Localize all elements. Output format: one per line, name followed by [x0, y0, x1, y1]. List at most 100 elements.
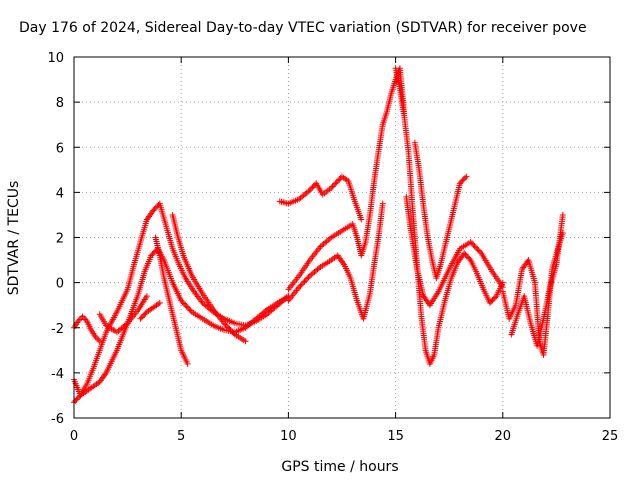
data-point-marker — [73, 396, 80, 403]
data-point-marker — [462, 251, 469, 258]
data-point-marker — [467, 239, 474, 246]
series-track-o — [508, 211, 566, 349]
data-point-marker — [242, 338, 249, 345]
data-point-marker — [471, 243, 478, 250]
y-tick-label: 6 — [56, 141, 64, 156]
chart-title: Day 176 of 2024, Sidereal Day-to-day VTE… — [19, 20, 587, 36]
data-point-marker — [458, 178, 465, 185]
data-point-marker — [180, 300, 187, 307]
data-point-marker — [490, 295, 497, 302]
data-point-marker — [462, 174, 469, 181]
data-point-marker — [358, 216, 365, 223]
data-point-marker — [150, 207, 157, 214]
data-point-marker — [149, 251, 156, 258]
data-point-marker — [179, 299, 186, 306]
y-tick-label: 8 — [56, 96, 64, 111]
y-tick-label: 2 — [56, 232, 64, 247]
data-point-marker — [333, 179, 340, 186]
data-point-marker — [332, 180, 339, 187]
series-track-l — [411, 139, 470, 282]
data-point-marker — [138, 314, 145, 321]
data-point-marker — [225, 324, 232, 331]
data-point-marker — [308, 185, 315, 192]
series-track-d — [96, 293, 150, 336]
data-point-marker — [456, 180, 463, 187]
x-tick-label: 5 — [177, 429, 185, 444]
data-point-marker — [148, 252, 155, 259]
data-point-marker — [183, 303, 190, 310]
data-point-marker — [151, 206, 158, 213]
series-track-j — [285, 200, 386, 322]
data-point-marker — [72, 397, 79, 404]
series-track-c — [71, 313, 103, 345]
data-point-marker — [329, 183, 336, 190]
y-axis-label: SDTVAR / TECUs — [6, 181, 22, 296]
data-point-marker — [184, 360, 191, 367]
data-point-marker — [475, 247, 482, 254]
y-tick-label: -4 — [51, 367, 64, 382]
y-tick-label: 10 — [47, 51, 64, 66]
x-axis-label: GPS time / hours — [281, 459, 398, 475]
data-point-marker — [227, 327, 234, 334]
data-point-marker — [226, 325, 233, 332]
data-point-marker — [489, 297, 496, 304]
y-tick-label: 4 — [56, 186, 64, 201]
series-track-h — [276, 173, 365, 223]
data-point-marker — [309, 184, 316, 191]
data-point-marker — [152, 204, 159, 211]
data-point-marker — [296, 284, 303, 291]
data-point-marker — [301, 278, 308, 285]
data-point-marker — [150, 249, 157, 256]
series-track-e — [152, 234, 191, 367]
data-point-marker — [492, 294, 499, 301]
y-tick-label: -6 — [51, 412, 64, 427]
data-point-marker — [76, 393, 83, 400]
data-point-marker — [305, 274, 312, 281]
data-point-marker — [328, 184, 335, 191]
data-point-marker — [330, 182, 337, 189]
data-point-marker — [304, 275, 311, 282]
y-tick-label: 0 — [56, 277, 64, 292]
data-point-marker — [298, 281, 305, 288]
data-point-marker — [466, 255, 473, 262]
data-point-marker — [143, 293, 150, 300]
data-point-marker — [306, 187, 313, 194]
data-point-marker — [74, 395, 81, 402]
x-tick-label: 20 — [495, 429, 512, 444]
series-track-i — [285, 65, 408, 293]
data-point-marker — [230, 330, 237, 337]
data-point-marker — [474, 246, 481, 253]
x-tick-label: 10 — [280, 429, 297, 444]
data-point-marker — [140, 313, 147, 320]
data-point-marker — [465, 254, 472, 261]
data-point-marker — [459, 177, 466, 184]
y-tick-label: -2 — [51, 322, 64, 337]
data-point-marker — [336, 176, 343, 183]
data-point-marker — [461, 250, 468, 257]
data-point-marker — [488, 298, 495, 305]
data-point-marker — [473, 244, 479, 251]
data-point-marker — [460, 176, 467, 183]
data-point-marker — [229, 328, 236, 335]
data-point-marker — [302, 277, 309, 284]
data-point-marker — [141, 311, 148, 318]
data-point-marker — [334, 177, 341, 184]
data-point-marker — [96, 338, 103, 345]
grid-lines — [74, 57, 610, 418]
series-track-m — [403, 193, 506, 309]
data-point-marker — [223, 323, 230, 330]
data-point-marker — [186, 306, 193, 313]
data-point-marker — [463, 253, 470, 260]
series-track-f — [169, 211, 249, 345]
data-points — [71, 65, 566, 406]
data-point-marker — [154, 203, 161, 210]
x-tick-label: 25 — [602, 429, 619, 444]
data-point-marker — [486, 299, 493, 306]
data-point-marker — [300, 279, 307, 286]
data-point-marker — [137, 315, 144, 322]
x-tick-label: 0 — [70, 429, 78, 444]
data-point-marker — [468, 240, 475, 247]
data-point-marker — [470, 241, 477, 248]
